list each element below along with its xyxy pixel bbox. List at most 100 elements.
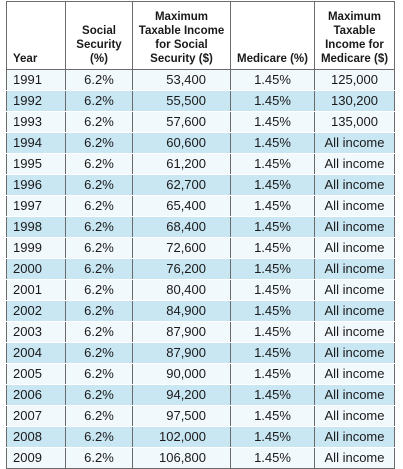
year-cell: 2005: [6, 363, 66, 385]
header-year: Year: [6, 1, 66, 70]
max-ss-income-cell: 84,900: [132, 300, 231, 322]
medicare-rate-cell: 1.45%: [230, 321, 315, 343]
header-max-med-line4: Medicare ($): [320, 53, 389, 65]
table-row: 1993 6.2% 57,600 1.45% 135,000: [6, 111, 395, 133]
max-medicare-income-cell: All income: [314, 321, 395, 343]
year-cell: 2008: [6, 426, 66, 448]
max-medicare-income-cell: All income: [314, 258, 395, 280]
medicare-rate-cell: 1.45%: [230, 447, 315, 469]
medicare-rate-cell: 1.45%: [230, 300, 315, 322]
table-row: 1997 6.2% 65,400 1.45% All income: [6, 195, 395, 217]
max-ss-income-cell: 97,500: [132, 405, 231, 427]
social-security-rate-cell: 6.2%: [65, 174, 133, 196]
year-cell: 1992: [6, 90, 66, 112]
max-ss-income-cell: 80,400: [132, 279, 231, 301]
year-cell: 1994: [6, 132, 66, 154]
tax-rate-table-container: Year Social Security (%) Maximum Taxable…: [6, 1, 395, 469]
max-ss-income-cell: 90,000: [132, 363, 231, 385]
social-security-rate-cell: 6.2%: [65, 195, 133, 217]
medicare-rate-cell: 1.45%: [230, 363, 315, 385]
table-row: 2005 6.2% 90,000 1.45% All income: [6, 363, 395, 385]
table-row: 2009 6.2% 106,800 1.45% All income: [6, 447, 395, 469]
header-max-med-line3: Income for: [325, 39, 384, 51]
social-security-rate-cell: 6.2%: [65, 342, 133, 364]
header-max-ss-line4: Security ($): [150, 53, 213, 65]
year-cell: 2001: [6, 279, 66, 301]
table-row: 1992 6.2% 55,500 1.45% 130,200: [6, 90, 395, 112]
social-security-rate-cell: 6.2%: [65, 237, 133, 259]
table-row: 2001 6.2% 80,400 1.45% All income: [6, 279, 395, 301]
header-max-med-line1: Maximum: [327, 11, 382, 23]
table-header: Year Social Security (%) Maximum Taxable…: [6, 1, 395, 70]
social-security-rate-cell: 6.2%: [65, 384, 133, 406]
medicare-rate-cell: 1.45%: [230, 69, 315, 91]
max-ss-income-cell: 60,600: [132, 132, 231, 154]
tax-rate-table: Year Social Security (%) Maximum Taxable…: [6, 1, 395, 469]
header-max-ss-line2: Taxable Income: [138, 25, 225, 37]
max-ss-income-cell: 61,200: [132, 153, 231, 175]
medicare-rate-cell: 1.45%: [230, 132, 315, 154]
table-row: 1991 6.2% 53,400 1.45% 125,000: [6, 69, 395, 91]
social-security-rate-cell: 6.2%: [65, 111, 133, 133]
max-medicare-income-cell: 125,000: [314, 69, 395, 91]
max-medicare-income-cell: All income: [314, 279, 395, 301]
table-body: 1991 6.2% 53,400 1.45% 125,000 1992 6.2% 55,500…: [6, 69, 395, 469]
social-security-rate-cell: 6.2%: [65, 363, 133, 385]
header-max-medicare-income: Maximum Taxable Income for Medicare ($): [314, 1, 395, 70]
social-security-rate-cell: 6.2%: [65, 153, 133, 175]
medicare-rate-cell: 1.45%: [230, 90, 315, 112]
header-max-ss-line1: Maximum: [154, 11, 209, 23]
year-cell: 1999: [6, 237, 66, 259]
medicare-rate-cell: 1.45%: [230, 195, 315, 217]
max-medicare-income-cell: All income: [314, 342, 395, 364]
table-row: 1995 6.2% 61,200 1.45% All income: [6, 153, 395, 175]
header-social-security: Social Security (%): [65, 1, 133, 70]
year-cell: 1998: [6, 216, 66, 238]
max-medicare-income-cell: All income: [314, 237, 395, 259]
max-medicare-income-cell: All income: [314, 300, 395, 322]
max-ss-income-cell: 53,400: [132, 69, 231, 91]
max-ss-income-cell: 62,700: [132, 174, 231, 196]
social-security-rate-cell: 6.2%: [65, 279, 133, 301]
table-row: 2000 6.2% 76,200 1.45% All income: [6, 258, 395, 280]
table-row: 2003 6.2% 87,900 1.45% All income: [6, 321, 395, 343]
header-max-ss-line3: for Social: [155, 39, 208, 51]
year-cell: 2000: [6, 258, 66, 280]
max-ss-income-cell: 55,500: [132, 90, 231, 112]
max-medicare-income-cell: All income: [314, 447, 395, 469]
year-cell: 2004: [6, 342, 66, 364]
header-medicare: Medicare (%): [230, 1, 315, 70]
table-row: 1998 6.2% 68,400 1.45% All income: [6, 216, 395, 238]
header-medicare-label: Medicare (%): [237, 53, 308, 65]
social-security-rate-cell: 6.2%: [65, 321, 133, 343]
medicare-rate-cell: 1.45%: [230, 111, 315, 133]
table-row: 1994 6.2% 60,600 1.45% All income: [6, 132, 395, 154]
max-medicare-income-cell: All income: [314, 426, 395, 448]
table-row: 2007 6.2% 97,500 1.45% All income: [6, 405, 395, 427]
year-cell: 1997: [6, 195, 66, 217]
year-cell: 2003: [6, 321, 66, 343]
header-social-security-line2: Security (%): [76, 39, 122, 65]
max-ss-income-cell: 102,000: [132, 426, 231, 448]
max-medicare-income-cell: All income: [314, 174, 395, 196]
medicare-rate-cell: 1.45%: [230, 216, 315, 238]
social-security-rate-cell: 6.2%: [65, 90, 133, 112]
max-medicare-income-cell: All income: [314, 195, 395, 217]
max-medicare-income-cell: 130,200: [314, 90, 395, 112]
header-max-med-line2: Taxable: [333, 25, 376, 37]
social-security-rate-cell: 6.2%: [65, 300, 133, 322]
max-ss-income-cell: 76,200: [132, 258, 231, 280]
max-ss-income-cell: 87,900: [132, 321, 231, 343]
year-cell: 1996: [6, 174, 66, 196]
max-ss-income-cell: 106,800: [132, 447, 231, 469]
social-security-rate-cell: 6.2%: [65, 426, 133, 448]
table-row: 1999 6.2% 72,600 1.45% All income: [6, 237, 395, 259]
max-medicare-income-cell: All income: [314, 405, 395, 427]
year-cell: 2006: [6, 384, 66, 406]
social-security-rate-cell: 6.2%: [65, 216, 133, 238]
max-ss-income-cell: 68,400: [132, 216, 231, 238]
max-ss-income-cell: 94,200: [132, 384, 231, 406]
social-security-rate-cell: 6.2%: [65, 447, 133, 469]
max-medicare-income-cell: All income: [314, 216, 395, 238]
year-cell: 1993: [6, 111, 66, 133]
